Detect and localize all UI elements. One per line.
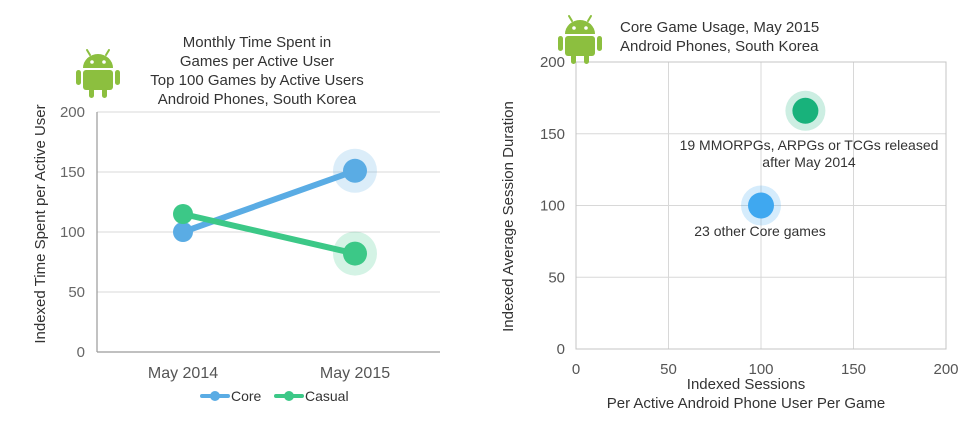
y-tick-label: 150 <box>60 164 85 181</box>
legend-label: Casual <box>305 388 349 404</box>
android-body <box>83 70 113 90</box>
chart-title-line: Core Game Usage, May 2015 <box>620 19 819 36</box>
x-tick-label: 100 <box>748 361 773 378</box>
y-tick-label: 0 <box>557 341 565 358</box>
android-leg <box>584 54 589 64</box>
chart-title-line: Monthly Time Spent in <box>183 34 331 51</box>
x-tick-label: 50 <box>660 361 677 378</box>
chart-title-line: Games per Active User <box>180 53 334 70</box>
x-axis-label-line: Indexed Sessions <box>687 376 805 393</box>
legend-swatch-marker <box>210 391 220 401</box>
y-tick-label: 100 <box>60 224 85 241</box>
plot-border <box>575 61 947 350</box>
chart-title-line: Android Phones, South Korea <box>158 91 357 108</box>
y-tick-label: 150 <box>540 126 565 143</box>
android-antenna <box>587 15 592 22</box>
x-tick-label: 200 <box>933 361 958 378</box>
android-antenna <box>568 15 573 22</box>
android-leg <box>102 88 107 98</box>
data-point <box>792 97 819 124</box>
y-tick-label: 50 <box>68 284 85 301</box>
android-body <box>565 36 595 56</box>
android-antenna <box>105 49 110 56</box>
data-point <box>748 192 774 219</box>
android-arm <box>115 70 120 85</box>
android-head <box>83 54 113 68</box>
x-tick-label: 150 <box>841 361 866 378</box>
android-head <box>565 20 595 34</box>
android-eye <box>584 26 588 30</box>
data-point <box>173 204 193 224</box>
data-label-line: after May 2014 <box>762 154 856 170</box>
data-point <box>343 241 367 266</box>
y-tick-label: 100 <box>540 198 565 215</box>
android-arm <box>76 70 81 85</box>
android-leg <box>89 88 94 98</box>
android-arm <box>597 36 602 51</box>
android-robot-icon <box>76 49 120 98</box>
chart-title-line: Top 100 Games by Active Users <box>150 72 363 89</box>
y-tick-label: 200 <box>540 54 565 71</box>
android-arm <box>558 36 563 51</box>
android-antenna <box>86 49 91 56</box>
android-eye <box>102 60 106 64</box>
data-label-line: 23 other Core games <box>694 223 826 239</box>
android-robot-icon <box>558 15 602 64</box>
data-label-line: 19 MMORPGs, ARPGs or TCGs released <box>680 137 939 153</box>
android-eye <box>90 60 94 64</box>
android-eye <box>572 26 576 30</box>
y-tick-label: 200 <box>60 104 85 121</box>
legend-swatch-marker <box>284 391 294 401</box>
y-tick-label: 50 <box>548 269 565 286</box>
data-point <box>173 222 193 242</box>
x-tick-label: 0 <box>572 361 580 378</box>
data-point <box>343 158 367 183</box>
legend-label: Core <box>231 388 262 404</box>
series-line-casual <box>180 211 358 257</box>
y-axis-label: Indexed Average Session Duration <box>500 101 517 332</box>
chart-title-line: Android Phones, South Korea <box>620 38 819 55</box>
x-tick-label: May 2015 <box>320 365 390 382</box>
y-tick-label: 0 <box>77 344 85 361</box>
x-tick-label: May 2014 <box>148 365 218 382</box>
android-leg <box>571 54 576 64</box>
y-axis-label: Indexed Time Spent per Active User <box>32 104 49 343</box>
x-axis-label-line: Per Active Android Phone User Per Game <box>607 395 885 412</box>
